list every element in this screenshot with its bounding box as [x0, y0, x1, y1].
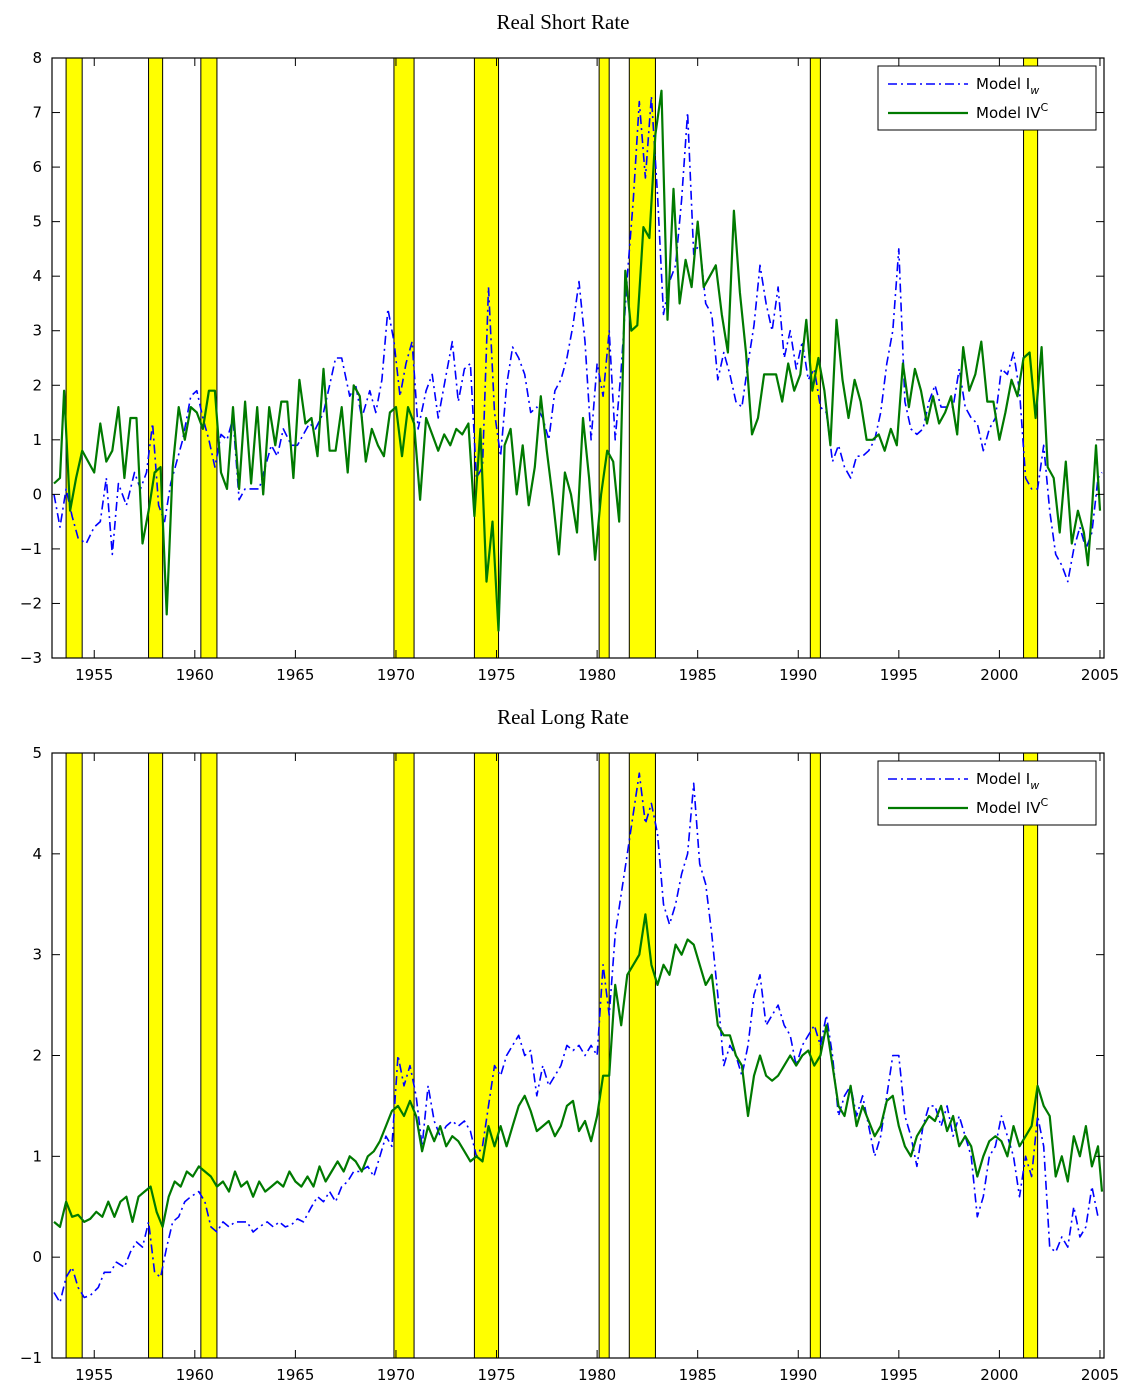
- recession-band: [393, 57, 415, 659]
- recession-band: [598, 57, 610, 659]
- y-tick-label: 2: [32, 376, 42, 394]
- recession-band: [809, 752, 821, 1359]
- recession-band: [598, 752, 610, 1359]
- x-tick-label: 1995: [880, 666, 918, 684]
- y-tick-label: 3: [32, 946, 42, 964]
- x-tick-label: 1970: [377, 666, 415, 684]
- y-tick-label: 6: [32, 158, 42, 176]
- x-tick-label: 1960: [176, 1366, 214, 1384]
- y-tick-label: 4: [32, 845, 42, 863]
- chart-panel-real-long-rate: Real Long Rate −1 0 1 2 3 4 5 1955 1960 1965 1970 1…: [0, 695, 1126, 1389]
- x-tick-label: 1985: [679, 666, 717, 684]
- y-tick-label: −3: [20, 649, 42, 667]
- x-tick-label: 1995: [880, 1366, 918, 1384]
- y-tick-label: 7: [32, 104, 42, 122]
- recession-band: [200, 752, 218, 1359]
- legend: Model Iw Model IVC: [877, 65, 1097, 131]
- y-tick-label: −2: [20, 594, 42, 612]
- legend-label: Model IVC: [976, 101, 1049, 122]
- recession-band: [65, 752, 83, 1359]
- y-tick-label: −1: [20, 1349, 42, 1367]
- y-tick-label: 4: [32, 267, 42, 285]
- x-tick-label: 1970: [377, 1366, 415, 1384]
- x-tick-label: 1955: [75, 666, 113, 684]
- chart-panel-real-short-rate: Real Short Rate −3 −2 −1 0 1 2 3 4 5 6 7 8 1955 1960 1…: [20, 10, 1119, 684]
- y-tick-label: 8: [32, 49, 42, 67]
- y-tick-label: 1: [32, 1147, 42, 1165]
- recession-band: [200, 57, 218, 659]
- y-tick-label: 2: [32, 1047, 42, 1065]
- x-tick-label: 1980: [578, 666, 616, 684]
- x-tick-label: 2000: [980, 666, 1018, 684]
- x-tick-label: 1965: [276, 666, 314, 684]
- y-tick-label: 5: [32, 213, 42, 231]
- recession-band: [473, 752, 500, 1359]
- series-line-model-ivc: [53, 913, 1104, 1228]
- x-tick-label: 2005: [1081, 666, 1119, 684]
- legend: Model Iw Model IVC: [877, 760, 1097, 826]
- recession-band: [148, 752, 164, 1359]
- y-tick-label: 1: [32, 431, 42, 449]
- y-tick-label: 5: [32, 744, 42, 762]
- recession-band: [65, 57, 83, 659]
- legend-label: Model IVC: [976, 796, 1049, 817]
- x-tick-label: 2005: [1081, 1366, 1119, 1384]
- legend-label: Model Iw: [976, 75, 1039, 97]
- series-line-model-iw: [53, 772, 1099, 1304]
- x-tick-label: 1960: [176, 666, 214, 684]
- legend-label: Model Iw: [976, 770, 1039, 792]
- y-tick-label: 0: [32, 485, 42, 503]
- y-tick-label: −1: [20, 540, 42, 558]
- x-tick-label: 1955: [75, 1366, 113, 1384]
- x-tick-label: 1975: [477, 1366, 515, 1384]
- recession-band: [628, 752, 656, 1359]
- x-tick-label: 1990: [779, 1366, 817, 1384]
- y-tick-label: 0: [32, 1248, 42, 1266]
- series-line-model-ivc: [53, 89, 1102, 632]
- recession-band: [1023, 752, 1039, 1359]
- chart-plot-real-short-rate: −3 −2 −1 0 1 2 3 4 5 6 7 8 1955 1960 1965 1970 1975 1980 1…: [20, 49, 1119, 684]
- y-tick-label: 3: [32, 322, 42, 340]
- x-tick-label: 2000: [980, 1366, 1018, 1384]
- axes-frame: [51, 57, 1105, 659]
- x-tick-label: 1980: [578, 1366, 616, 1384]
- x-tick-label: 1990: [779, 666, 817, 684]
- legend-box: [877, 760, 1097, 826]
- chart-title: Real Short Rate: [496, 10, 630, 34]
- x-tick-label: 1975: [477, 666, 515, 684]
- chart-title: Real Long Rate: [497, 705, 629, 729]
- recession-band: [393, 752, 415, 1359]
- x-tick-label: 1965: [276, 1366, 314, 1384]
- chart-plot-real-long-rate: −1 0 1 2 3 4 5 1955 1960 1965 1970 1975 1980 1985 1990…: [20, 744, 1119, 1384]
- x-tick-label: 1985: [679, 1366, 717, 1384]
- recession-band: [148, 57, 164, 659]
- legend-box: [877, 65, 1097, 131]
